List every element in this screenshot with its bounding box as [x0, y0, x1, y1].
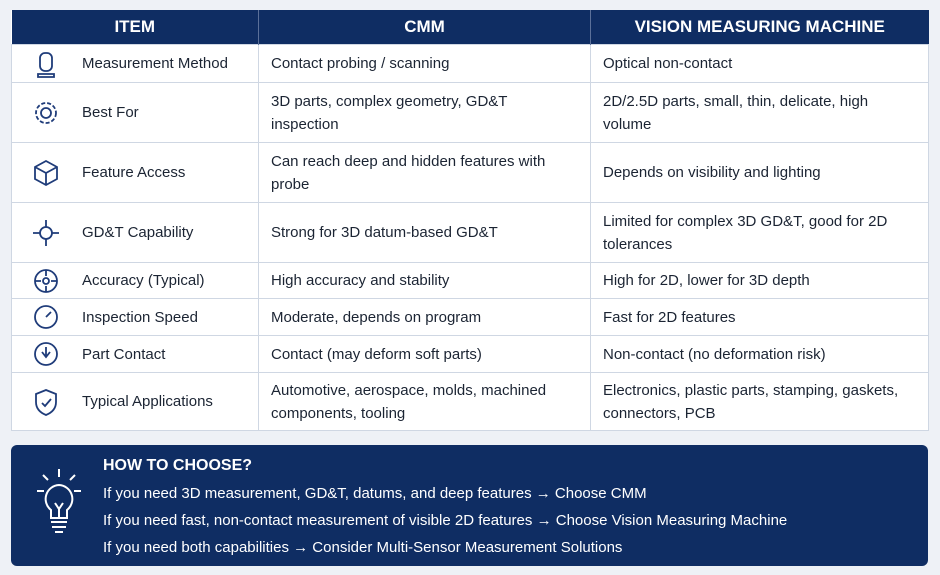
row-icon	[33, 219, 59, 246]
value-cell: Can reach deep and hidden features with …	[258, 142, 591, 203]
item: GD&T Capability	[12, 219, 246, 247]
item-cell: Part Contact	[11, 335, 259, 373]
item: Typical Applications	[12, 388, 246, 416]
item: Accuracy (Typical)	[12, 267, 246, 295]
value-cell: Automotive, aerospace, molds, machined c…	[258, 372, 591, 431]
value-cell: Strong for 3D datum-based GD&T	[258, 202, 591, 263]
row-icon	[34, 305, 58, 329]
value-cell: Contact probing / scanning	[258, 44, 591, 83]
bulb-icon	[37, 469, 81, 533]
table-row: Feature Access Can reach deep and hidden …	[11, 142, 929, 203]
value-cell: Depends on visibility and lighting	[590, 142, 929, 203]
table-row: Inspection Speed Moderate, depends on pro…	[11, 298, 929, 336]
choose-title: HOW TO CHOOSE?	[103, 457, 253, 474]
item: Feature Access	[12, 159, 246, 187]
header-cell: VISION MEASURING MACHINE	[590, 10, 929, 45]
value-cell: Moderate, depends on program	[258, 298, 591, 336]
item: Inspection Speed	[12, 303, 246, 331]
item: Part Contact	[12, 340, 246, 368]
choose-line: If you need both capabilities → Consider…	[103, 539, 623, 556]
table-row: Accuracy (Typical) High accuracy and stab…	[11, 262, 929, 299]
item-label: Feature Access	[82, 164, 186, 181]
row-icon	[34, 342, 58, 366]
item-cell: Typical Applications	[11, 372, 259, 431]
value-cell: 2D/2.5D parts, small, thin, delicate, hi…	[590, 82, 929, 143]
item-cell: Accuracy (Typical)	[11, 262, 259, 299]
header-cell: ITEM	[11, 10, 259, 45]
table-row: Best For 3D parts, complex geometry, GD&T…	[11, 82, 929, 143]
item: Measurement Method	[12, 50, 246, 78]
table-row: GD&T Capability Strong for 3D datum-based…	[11, 202, 929, 263]
value-cell: High for 2D, lower for 3D depth	[590, 262, 929, 299]
item-label: Part Contact	[82, 345, 166, 363]
item-label: Typical Applications	[82, 393, 213, 410]
item-label: GD&T Capability	[82, 224, 194, 241]
item-label: Best For	[82, 104, 139, 121]
item-cell: GD&T Capability	[11, 202, 259, 263]
row-icon	[35, 388, 57, 416]
item-cell: Feature Access	[11, 142, 259, 203]
table-row: Measurement Method Contact probing / scan…	[11, 44, 929, 83]
row-icon	[35, 101, 57, 124]
table-body: Measurement Method Contact probing / scan…	[11, 44, 929, 431]
item-label: Inspection Speed	[82, 308, 198, 326]
value-cell: Non-contact (no deformation risk)	[590, 335, 929, 373]
row-icon	[34, 159, 58, 186]
item: Best For	[12, 99, 246, 127]
item-label: Accuracy (Typical)	[82, 272, 205, 289]
row-icon	[37, 51, 55, 78]
how-to-choose: HOW TO CHOOSE? If you need 3D measuremen…	[11, 445, 928, 566]
value-cell: Electronics, plastic parts, stamping, ga…	[590, 372, 929, 431]
value-cell: High accuracy and stability	[258, 262, 591, 299]
choose-line: If you need fast, non-contact measuremen…	[103, 512, 788, 529]
item-cell: Best For	[11, 82, 259, 143]
table-row: Typical Applications Automotive, aerospac…	[11, 372, 929, 431]
value-cell: Limited for complex 3D GD&T, good for 2D…	[590, 202, 929, 263]
comparison-table: ITEM CMM VISION MEASURING MACHINE Measur…	[11, 10, 929, 431]
table-row: Part Contact Contact (may deform soft par…	[11, 335, 929, 373]
item-cell: Measurement Method	[11, 44, 259, 83]
item-cell: Inspection Speed	[11, 298, 259, 336]
value-cell: 3D parts, complex geometry, GD&T inspect…	[258, 82, 591, 143]
item-label: Measurement Method	[82, 55, 228, 72]
header-row: ITEM CMM VISION MEASURING MACHINE	[11, 10, 929, 45]
choose-line: If you need 3D measurement, GD&T, datums…	[103, 485, 647, 502]
value-cell: Fast for 2D features	[590, 298, 929, 336]
value-cell: Optical non-contact	[590, 44, 929, 83]
value-cell: Contact (may deform soft parts)	[258, 335, 591, 373]
row-icon	[34, 268, 58, 293]
header-cell: CMM	[258, 10, 591, 45]
